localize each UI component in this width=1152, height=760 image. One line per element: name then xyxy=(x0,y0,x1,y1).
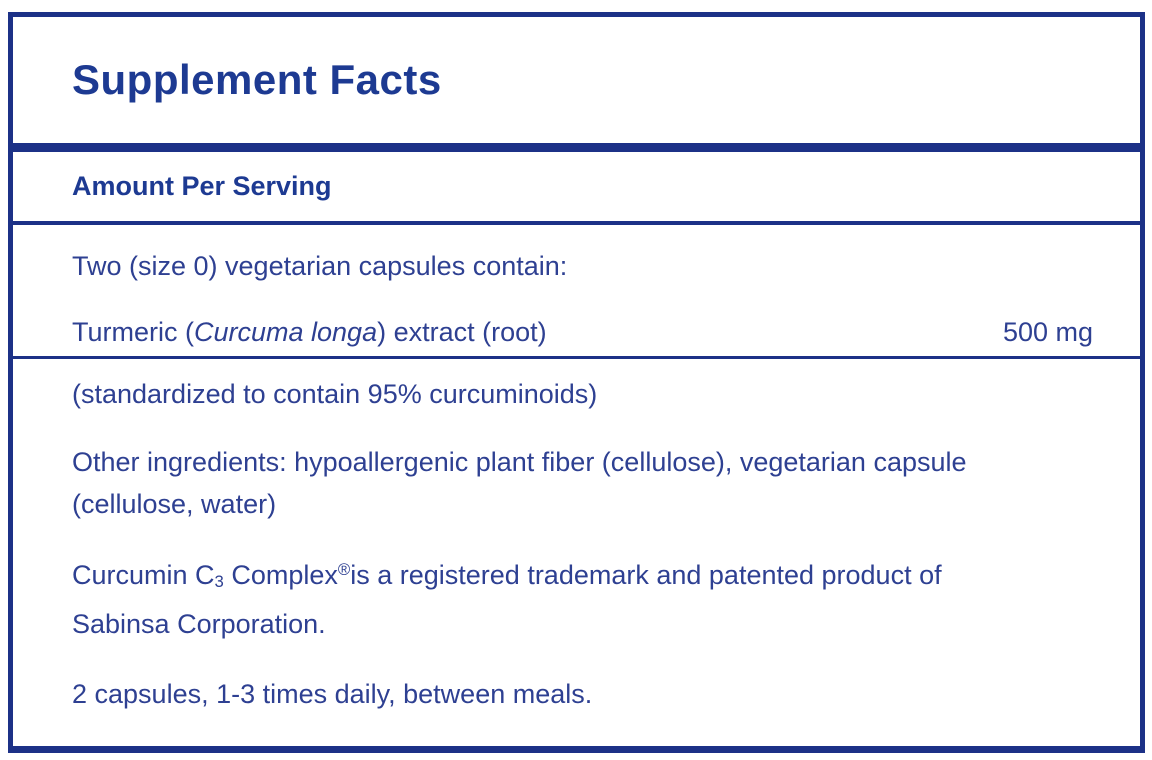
other-ingredients-line1: Other ingredients: hypoallergenic plant … xyxy=(72,447,967,477)
registered-mark-icon: ® xyxy=(337,560,351,579)
trademark-note: Curcumin C3 Complex®is a registered trad… xyxy=(72,549,1093,645)
ingredient-name-suffix: ) extract (root) xyxy=(377,317,547,347)
amount-per-serving-header: Amount Per Serving xyxy=(72,171,332,201)
facts-body: Two (size 0) vegetarian capsules contain… xyxy=(13,245,1140,715)
trademark-part3: is a registered trademark and patented p… xyxy=(350,560,942,591)
thick-divider xyxy=(13,143,1140,152)
dosage-instructions: 2 capsules, 1-3 times daily, between mea… xyxy=(72,679,593,710)
thin-divider xyxy=(13,356,1140,359)
amount-header-section: Amount Per Serving xyxy=(13,152,1140,221)
other-ingredients-line2: (cellulose, water) xyxy=(72,489,277,519)
title-section: Supplement Facts xyxy=(13,17,1140,143)
ingredient-name: Turmeric (Curcuma longa) extract (root) xyxy=(72,311,547,353)
serving-size-line: Two (size 0) vegetarian capsules contain… xyxy=(72,251,568,281)
supplement-facts-panel: Supplement Facts Amount Per Serving Two … xyxy=(8,12,1145,753)
ingredient-amount: 500 mg xyxy=(1002,317,1093,347)
panel-title: Supplement Facts xyxy=(72,56,442,103)
trademark-part1: Curcumin C xyxy=(72,560,215,591)
trademark-part2: Complex xyxy=(223,560,338,591)
medium-divider xyxy=(13,221,1140,225)
ingredient-species: Curcuma longa xyxy=(194,317,378,347)
trademark-line2: Sabinsa Corporation. xyxy=(72,609,326,640)
other-ingredients: Other ingredients: hypoallergenic plant … xyxy=(72,441,1093,525)
trademark-subscript: 3 xyxy=(214,572,224,592)
standardization-note: (standardized to contain 95% curcuminoid… xyxy=(72,379,598,409)
ingredient-name-prefix: Turmeric ( xyxy=(72,317,194,347)
ingredient-row: Turmeric (Curcuma longa) extract (root) … xyxy=(72,311,1093,353)
